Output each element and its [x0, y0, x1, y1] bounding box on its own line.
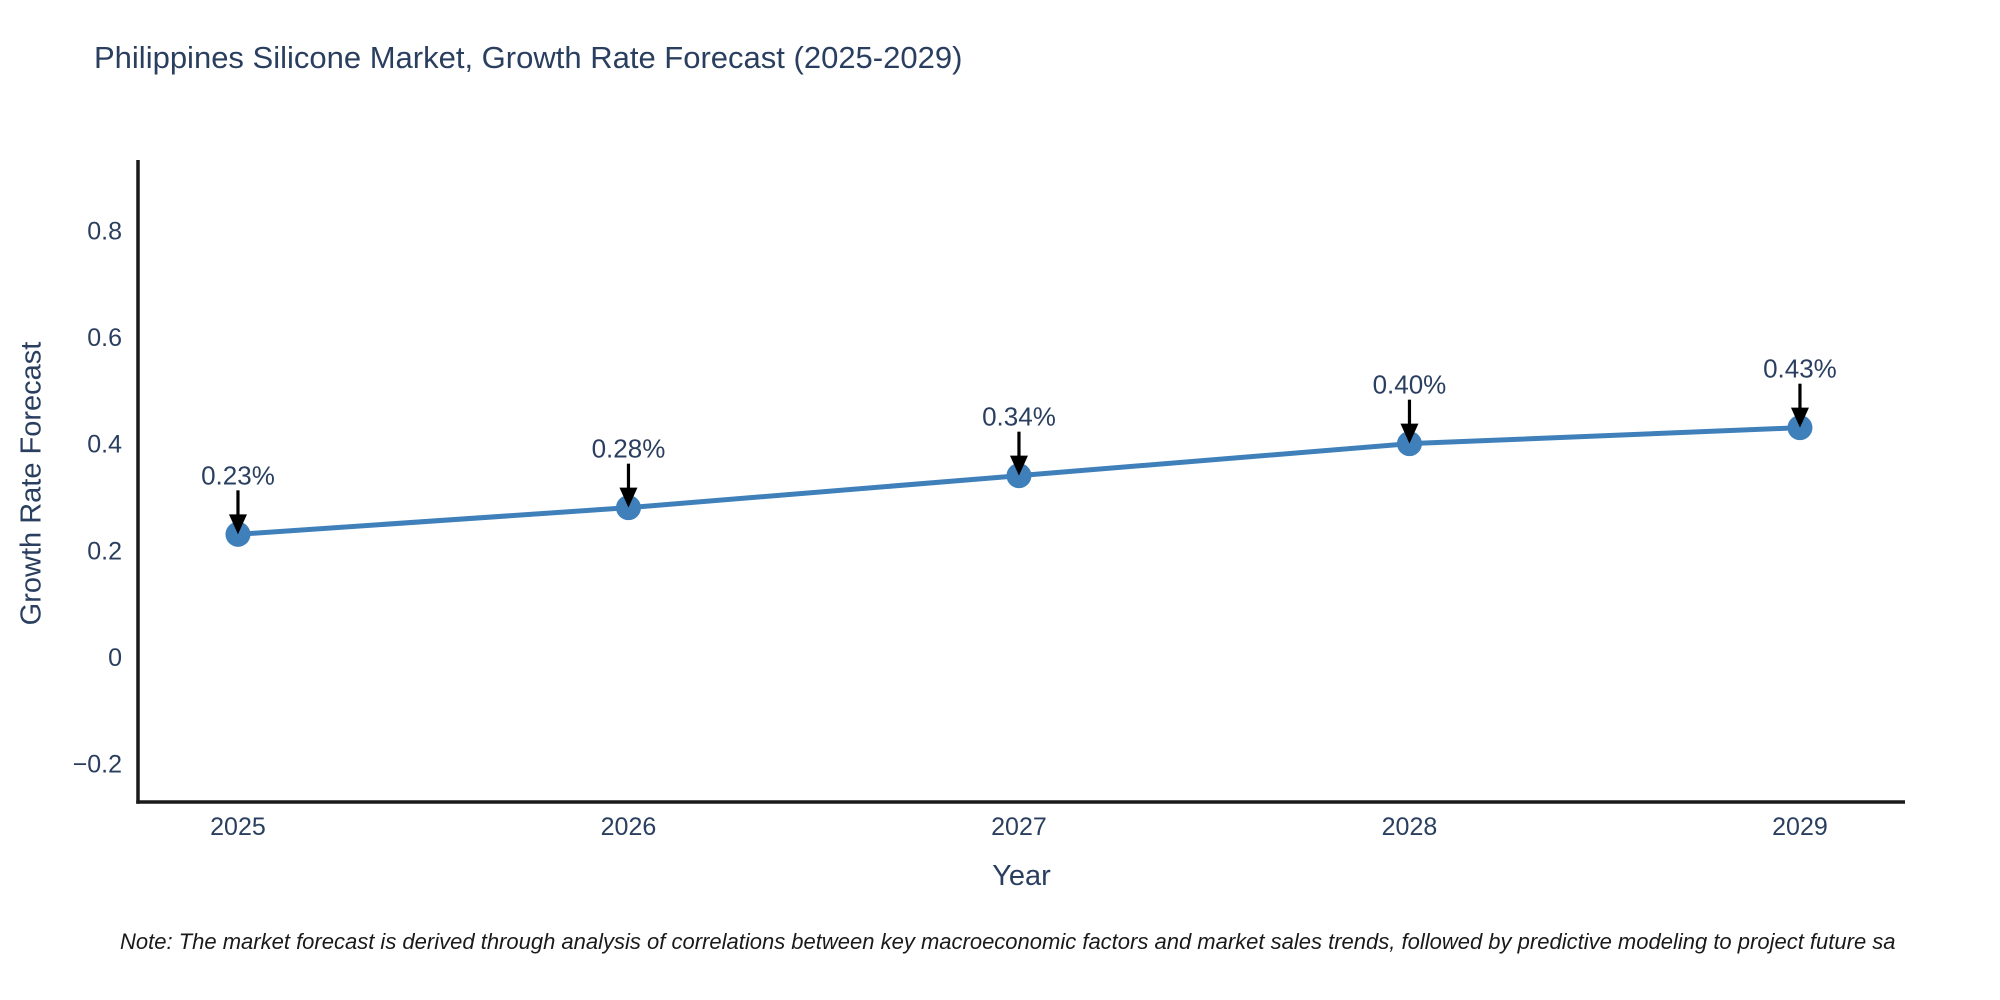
point-annotation-label: 0.43% [1763, 354, 1837, 384]
x-tick-label: 2025 [210, 813, 266, 841]
y-tick-label: 0.8 [87, 217, 122, 245]
point-annotation-label: 0.34% [982, 402, 1056, 432]
annotation-arrowhead-icon [1400, 423, 1419, 444]
y-tick-label: 0 [108, 644, 122, 672]
y-tick-label: 0.4 [87, 431, 122, 459]
x-tick-label: 2026 [601, 813, 657, 841]
x-tick-label: 2027 [991, 813, 1047, 841]
y-tick-label: 0.6 [87, 324, 122, 352]
point-annotation-label: 0.40% [1373, 370, 1447, 400]
y-tick-label: 0.2 [87, 537, 122, 565]
chart-title: Philippines Silicone Market, Growth Rate… [94, 40, 963, 75]
x-tick-label: 2029 [1772, 813, 1828, 841]
annotation-arrowhead-icon [1009, 455, 1028, 476]
annotation-arrowhead-icon [1790, 407, 1809, 428]
x-axis-label: Year [992, 860, 1051, 892]
point-annotation-label: 0.28% [592, 434, 666, 464]
point-annotation-label: 0.23% [201, 460, 275, 490]
y-axis-label: Growth Rate Forecast [15, 341, 48, 626]
annotation-arrowhead-icon [228, 514, 247, 535]
note-text: Note: The market forecast is derived thr… [120, 929, 1896, 954]
annotation-arrowhead-icon [619, 487, 638, 508]
x-tick-label: 2028 [1382, 813, 1438, 841]
y-tick-label: −0.2 [73, 751, 122, 779]
